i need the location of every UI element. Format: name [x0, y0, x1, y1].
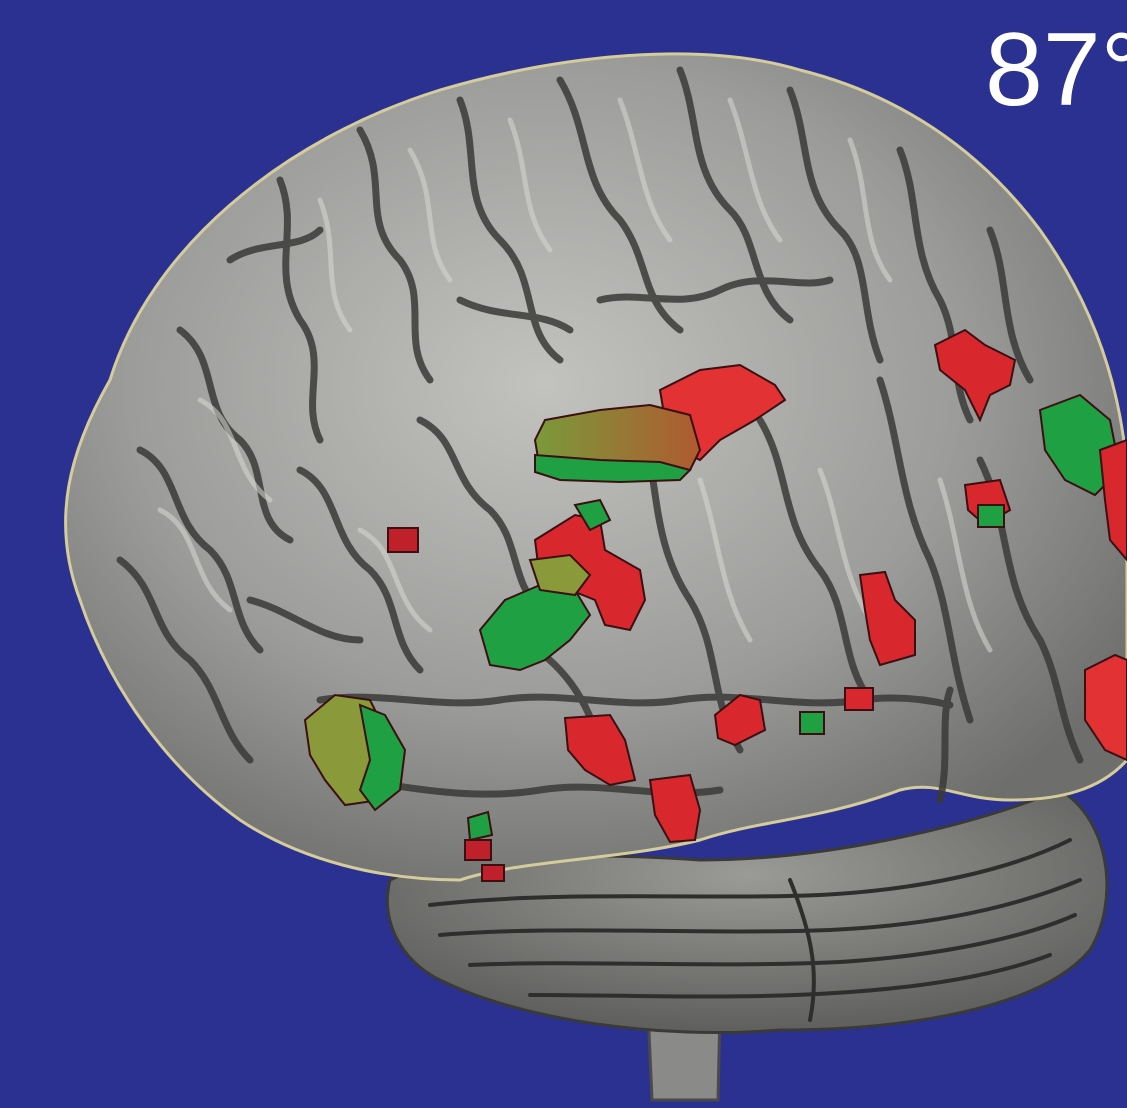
activation-red-cluster: [858, 570, 916, 667]
activation-red-cluster: [933, 328, 1017, 423]
cerebellum: [385, 788, 1109, 1035]
activation-red-cluster: [648, 773, 702, 844]
activation-red-spot: [464, 839, 492, 861]
activation-green-cluster: [534, 453, 692, 484]
view-angle-label: 87°: [985, 12, 1127, 128]
activation-overlap-cluster: [528, 553, 592, 597]
activation-red-spot: [387, 527, 419, 553]
cortical-sulci: [116, 66, 1084, 804]
activation-green-cluster: [478, 583, 592, 672]
activation-red-cluster: [1084, 653, 1127, 762]
activation-red-spot: [844, 687, 874, 711]
activation-green-spot: [977, 504, 1005, 528]
activation-red-cluster: [713, 693, 767, 747]
activation-green-cluster: [573, 498, 612, 532]
activation-green-cluster: [466, 810, 494, 842]
activation-clusters: [303, 328, 1127, 882]
activation-green-cluster: [358, 703, 407, 812]
activation-red-cluster: [1098, 438, 1127, 562]
cerebellum-folia: [428, 838, 1082, 1022]
activation-green-spot: [799, 711, 825, 735]
activation-red-spot: [481, 864, 505, 882]
cortical-gyri-highlights: [157, 97, 993, 653]
activation-red-cluster: [563, 713, 637, 787]
